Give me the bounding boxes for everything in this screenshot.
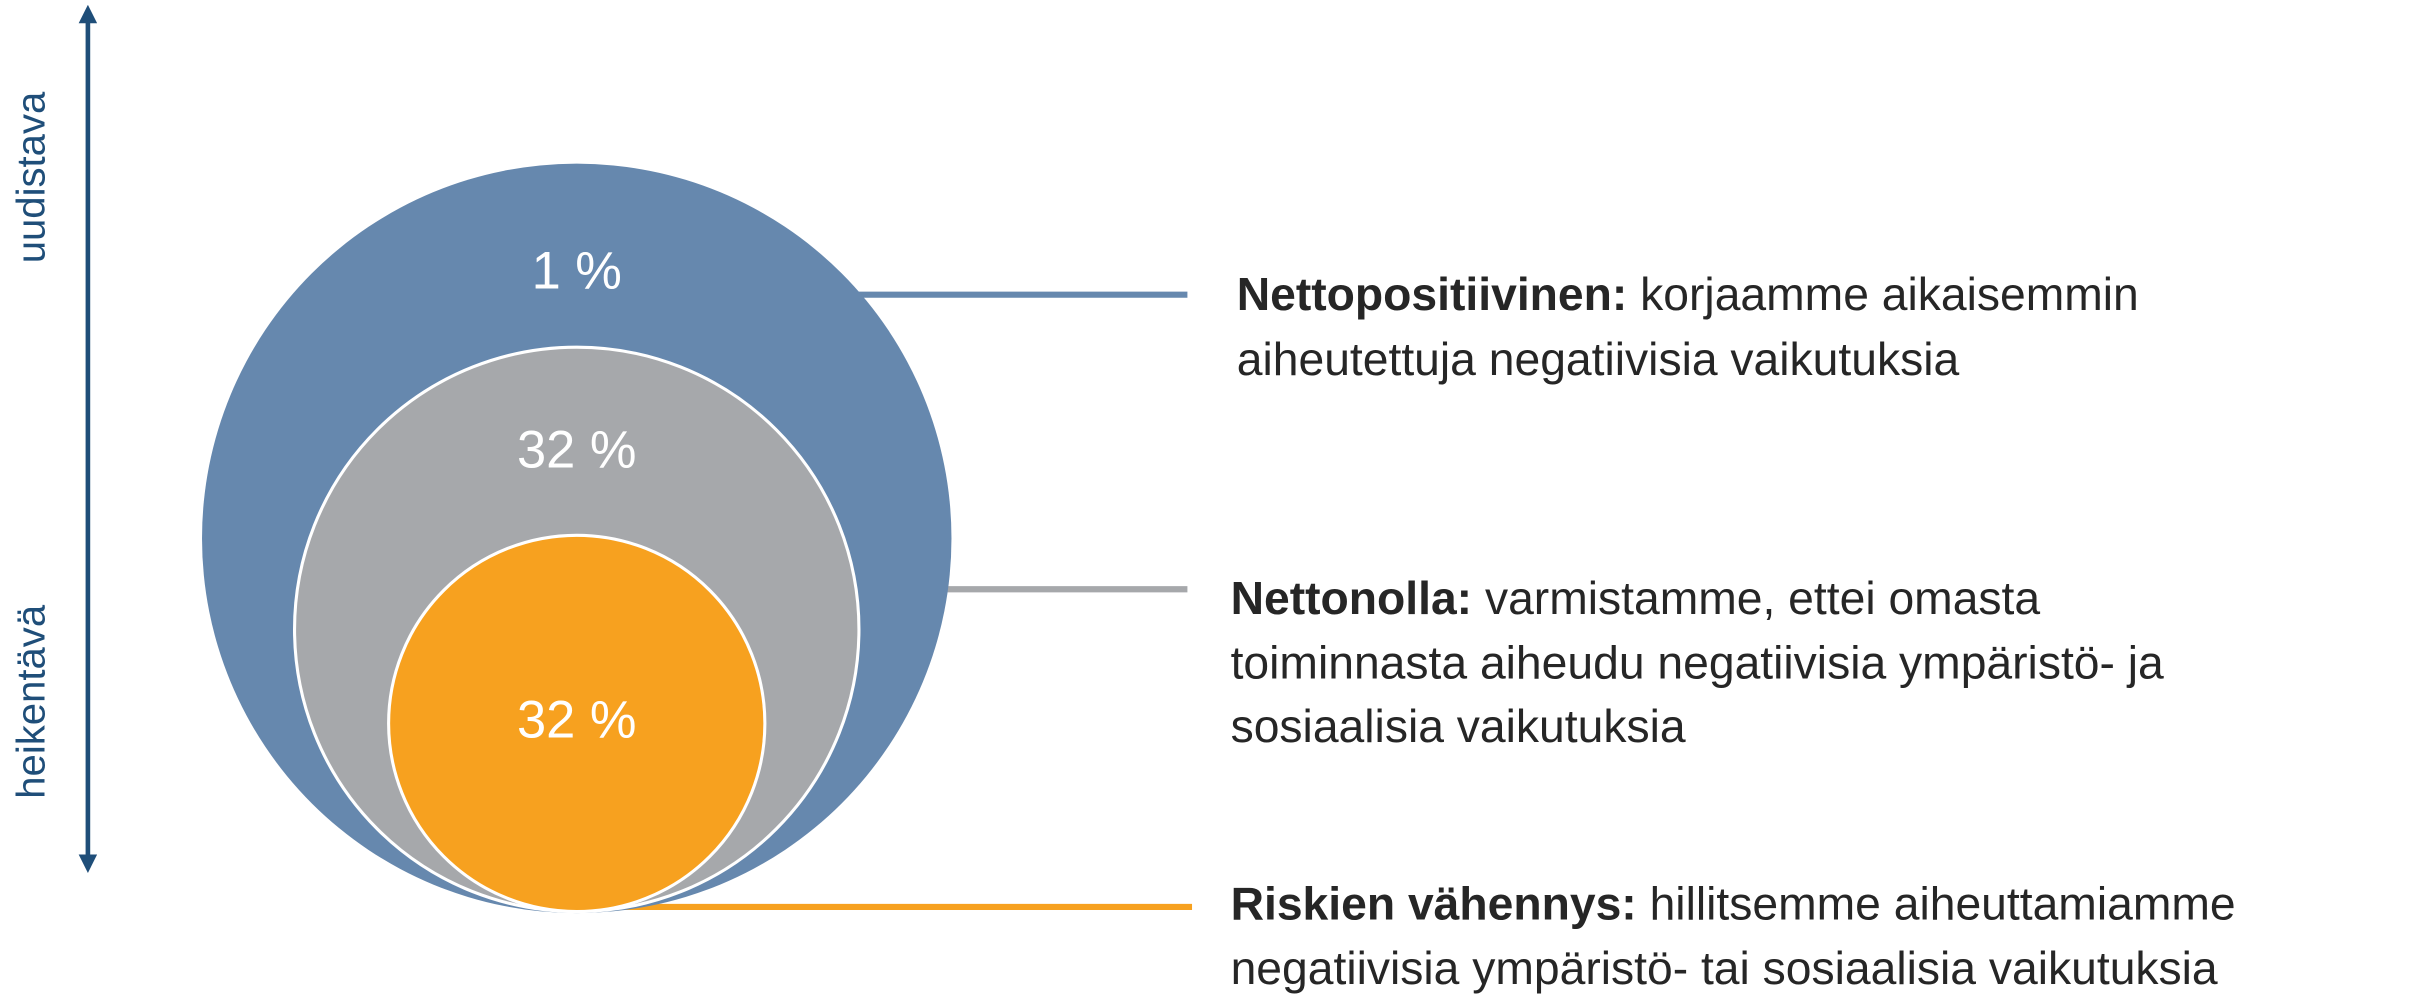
level-description: Riskien vähennys: hillitsemme aiheuttami… bbox=[1231, 877, 2249, 994]
level-title: Riskien vähennys: bbox=[1231, 877, 1637, 929]
percent-label: 32 % bbox=[517, 691, 637, 749]
axis-bottom-label: heikentävä bbox=[10, 604, 54, 799]
percent-label: 1 % bbox=[532, 243, 622, 301]
percent-label: 32 % bbox=[517, 421, 637, 479]
level-description: Nettonolla: varmistamme, ettei omasta to… bbox=[1231, 572, 2177, 752]
level-description: Nettopositiivinen: korjaamme aikaisemmin… bbox=[1237, 268, 2152, 385]
description-line: sosiaalisia vaikutuksia bbox=[1231, 700, 1686, 752]
description-line: negatiivisia ympäristö- tai sosiaalisia … bbox=[1231, 942, 2218, 994]
inner-circle bbox=[387, 533, 767, 914]
level-title: Nettopositiivinen: bbox=[1237, 268, 1628, 320]
description-line: korjaamme aikaisemmin bbox=[1640, 268, 2139, 320]
level-title: Nettonolla: bbox=[1231, 572, 1473, 624]
description-line: varmistamme, ettei omasta bbox=[1485, 572, 2040, 624]
description-line: hillitsemme aiheuttamiamme bbox=[1650, 877, 2236, 929]
description-line: toiminnasta aiheudu negatiivisia ympäris… bbox=[1231, 637, 2164, 689]
axis-top-label: uudistava bbox=[10, 91, 54, 263]
description-line: aiheutettuja negatiivisia vaikutuksia bbox=[1237, 333, 1960, 385]
